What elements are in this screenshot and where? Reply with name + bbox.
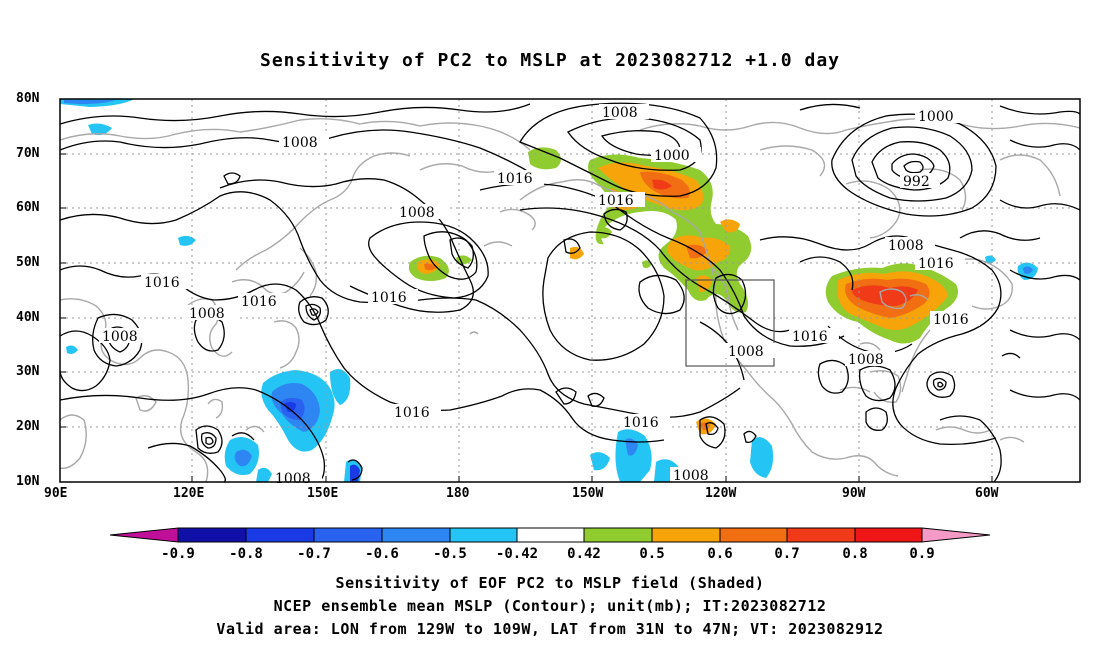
colorbar-tick-label: 0.42 [567,546,601,562]
lat-label-30n: 30N [16,364,40,379]
lon-label-150w: 150W [572,486,604,501]
colorbar-cell [177,527,247,543]
isobar-label: 1008 [602,105,638,121]
negative-sensitivity-shading [60,99,1038,482]
colorbar-cell [245,527,315,543]
isobar-label: 1000 [918,109,954,125]
colorbar-tick-label: 0.7 [774,546,799,562]
caption-line-1: Sensitivity of EOF PC2 to MSLP field (Sh… [335,574,765,592]
isobar-label: 1016 [144,275,180,291]
colorbar-tick-label: -0.7 [297,546,331,562]
isobar-label: 1000 [654,148,690,164]
lat-label-20n: 20N [16,419,40,434]
caption-line-3: Valid area: LON from 129W to 109W, LAT f… [216,620,884,638]
colorbar-tick-label: -0.6 [365,546,399,562]
isobar-label: 992 [903,174,930,190]
lat-label-10n: 10N [16,474,40,489]
lat-label-80n: 80N [16,91,40,106]
colorbar-tick-label: 0.9 [909,546,934,562]
isobar-label: 1008 [282,135,318,151]
isobar-label: 1008 [848,352,884,368]
lat-label-70n: 70N [16,146,40,161]
lon-label-180: 180 [446,486,470,501]
colorbar-cell [854,527,923,543]
frame-ticks [60,153,993,482]
isobar-label: 1008 [102,329,138,345]
lon-label-90w: 90W [842,486,866,501]
lat-label-50n: 50N [16,255,40,270]
isobar-label: 1016 [497,171,533,187]
isobar-label: 1016 [623,415,659,431]
isobar-label: 1016 [918,256,954,272]
colorbar-tick-label: -0.42 [496,546,538,562]
colorbar-cell [583,527,653,543]
colorbar-cell [381,527,451,543]
colorbar-cell [516,527,585,543]
colorbar-tick-label: -0.9 [161,546,195,562]
isobar-label: 1008 [888,238,924,254]
colorbar-cell [719,527,788,543]
lon-label-90e: 90E [44,486,68,501]
positive-sensitivity-shading [408,147,958,435]
lon-label-120w: 120W [705,486,737,501]
colorbar-over-arrow [921,527,991,543]
isobar-label: 1016 [371,290,407,306]
isobar-label: 1016 [792,329,828,345]
isobar-label: 1016 [598,193,634,209]
map-frame [59,98,1081,483]
lat-label-40n: 40N [16,310,40,325]
lon-label-60w: 60W [975,486,999,501]
caption-line-2: NCEP ensemble mean MSLP (Contour); unit(… [273,597,827,615]
isobar-label: 1016 [241,294,277,310]
colorbar: -0.9 -0.8 -0.7 -0.6 -0.5 -0.42 0.42 0.5 … [109,527,991,562]
colorbar-tick-label: 0.6 [707,546,732,562]
colorbar-tick-label: 0.5 [639,546,664,562]
isobar-label: 1008 [275,471,311,487]
isobar-label: 1016 [394,405,430,421]
colorbar-tick-label: -0.8 [229,546,263,562]
colorbar-cell [313,527,383,543]
colorbar-cell [651,527,721,543]
isobar-label: 1008 [399,205,435,221]
colorbar-tick-label: 0.8 [842,546,867,562]
isobar-label: 1016 [933,312,969,328]
isobar-label: 1008 [189,306,225,322]
isobar-labels: 1008 1008 1000 1000 992 1016 1016 1008 1… [99,104,980,487]
colorbar-cell [449,527,518,543]
isobar-label: 1008 [728,344,764,360]
valid-area-box [685,279,775,367]
colorbar-under-arrow [109,527,179,543]
lon-label-120e: 120E [173,486,205,501]
colorbar-tick-label: -0.5 [433,546,467,562]
lon-label-150e: 150E [307,486,339,501]
colorbar-cell [786,527,856,543]
lat-label-60n: 60N [16,200,40,215]
map-title: Sensitivity of PC2 to MSLP at 2023082712… [259,50,840,71]
isobar-label: 1008 [673,468,709,484]
